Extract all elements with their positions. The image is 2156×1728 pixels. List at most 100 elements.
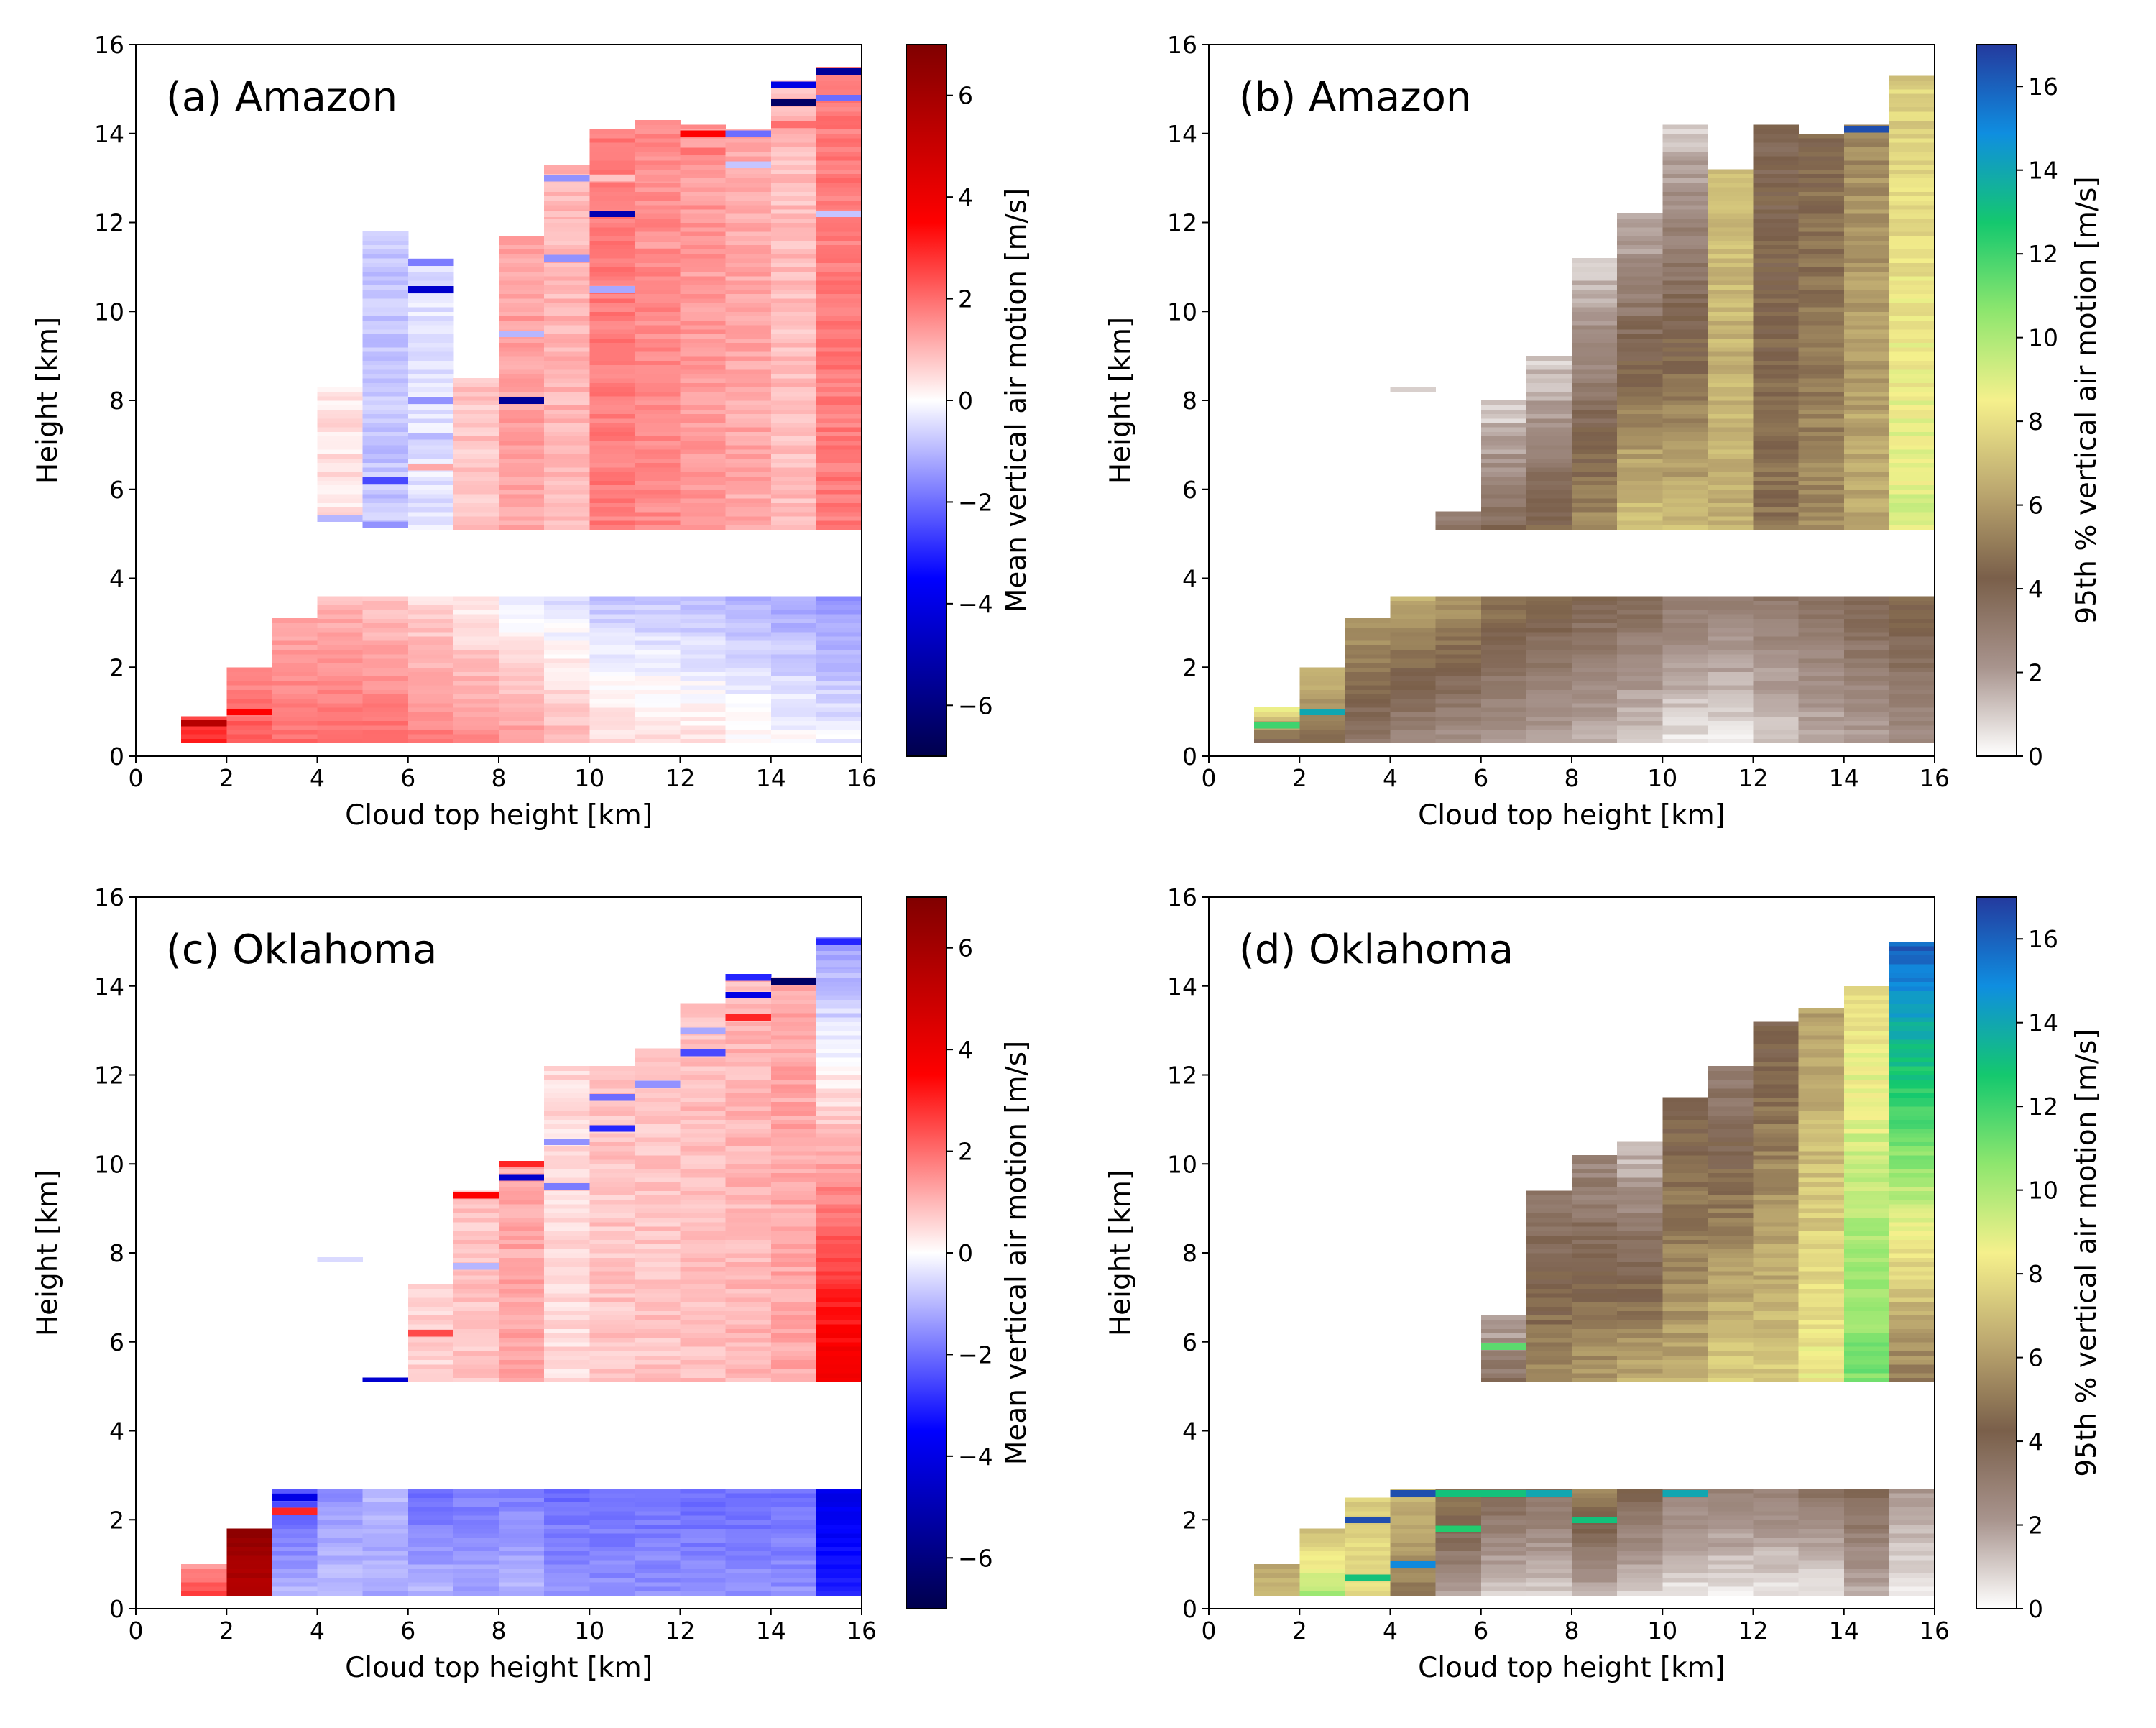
heatmap-cell bbox=[544, 422, 590, 428]
heatmap-cell bbox=[1889, 1248, 1935, 1254]
colorbar-tick-label: 10 bbox=[2028, 1177, 2058, 1205]
heatmap-cell bbox=[317, 511, 364, 517]
heatmap-cell bbox=[770, 618, 817, 623]
heatmap-cell bbox=[1708, 1199, 1754, 1205]
heatmap-cell bbox=[1753, 373, 1800, 379]
heatmap-cell bbox=[453, 622, 499, 628]
heatmap-cell bbox=[362, 1564, 409, 1569]
heatmap-cell bbox=[1708, 1203, 1754, 1209]
heatmap-cell bbox=[1889, 698, 1935, 704]
heatmap-cell bbox=[453, 1524, 499, 1530]
heatmap-cell bbox=[816, 302, 862, 308]
heatmap-cell bbox=[635, 155, 681, 161]
heatmap-cell bbox=[635, 1368, 681, 1374]
heatmap-cell bbox=[816, 1292, 862, 1298]
heatmap-cell bbox=[680, 1524, 727, 1530]
heatmap-cell bbox=[770, 667, 817, 673]
heatmap-cell bbox=[589, 1168, 635, 1174]
heatmap-cell bbox=[1843, 1044, 1890, 1049]
heatmap-cell bbox=[725, 1003, 772, 1009]
heatmap-cell bbox=[1889, 1182, 1935, 1187]
heatmap-cell bbox=[770, 298, 817, 303]
heatmap-cell bbox=[770, 1182, 817, 1187]
heatmap-cell bbox=[1572, 258, 1618, 263]
heatmap-cell bbox=[407, 1520, 454, 1525]
heatmap-cell bbox=[1708, 387, 1754, 392]
heatmap-cell bbox=[680, 725, 727, 730]
y-tick-label: 6 bbox=[109, 476, 124, 504]
heatmap-cell bbox=[635, 1226, 681, 1231]
heatmap-cell bbox=[1572, 431, 1618, 437]
heatmap-cell bbox=[1889, 1008, 1935, 1014]
heatmap-cell bbox=[1617, 346, 1663, 352]
heatmap-cell bbox=[816, 80, 862, 86]
heatmap-cell bbox=[362, 329, 409, 334]
heatmap-cell bbox=[1526, 1292, 1572, 1298]
heatmap-cell bbox=[1708, 1208, 1754, 1213]
heatmap-cell bbox=[1662, 169, 1708, 175]
heatmap-cell bbox=[770, 182, 817, 188]
heatmap-cell bbox=[635, 596, 681, 602]
heatmap-cell bbox=[725, 436, 772, 441]
heatmap-cell bbox=[1708, 1493, 1754, 1498]
heatmap-cell bbox=[1798, 1119, 1845, 1125]
heatmap-cell bbox=[680, 285, 727, 290]
heatmap-cell bbox=[1480, 694, 1527, 699]
heatmap-cell bbox=[1889, 1502, 1935, 1507]
heatmap-cell bbox=[1572, 1568, 1618, 1574]
heatmap-cell bbox=[1480, 663, 1527, 668]
heatmap-cell bbox=[1345, 1591, 1391, 1596]
heatmap-cell bbox=[1345, 1524, 1391, 1530]
heatmap-cell bbox=[1843, 324, 1890, 330]
heatmap-cell bbox=[589, 1502, 635, 1507]
heatmap-cell bbox=[1662, 707, 1708, 712]
x-tick-label: 6 bbox=[400, 1617, 415, 1645]
heatmap-cell bbox=[1480, 427, 1527, 432]
heatmap-cell bbox=[680, 244, 727, 250]
heatmap-cell bbox=[499, 640, 545, 645]
heatmap-cell bbox=[1617, 1190, 1663, 1196]
colorbar-frame bbox=[1976, 44, 2017, 757]
heatmap-cell bbox=[1617, 1364, 1663, 1369]
heatmap-cell bbox=[1480, 1573, 1527, 1578]
heatmap-cell bbox=[1843, 685, 1890, 690]
heatmap-cell bbox=[1708, 649, 1754, 655]
heatmap-cell bbox=[816, 102, 862, 108]
heatmap-cell bbox=[1798, 1235, 1845, 1241]
heatmap-cell bbox=[1345, 738, 1391, 744]
heatmap-cell bbox=[544, 1146, 590, 1152]
heatmap-cell bbox=[725, 1128, 772, 1134]
heatmap-cell bbox=[1798, 213, 1845, 219]
heatmap-cell bbox=[499, 520, 545, 525]
heatmap-cell bbox=[635, 1279, 681, 1284]
heatmap-cell bbox=[1662, 1502, 1708, 1507]
heatmap-cell bbox=[499, 1341, 545, 1347]
heatmap-cell bbox=[1662, 1164, 1708, 1169]
heatmap-cell bbox=[499, 1328, 545, 1333]
heatmap-cell bbox=[1617, 635, 1663, 641]
heatmap-cell bbox=[362, 1577, 409, 1583]
heatmap-cell bbox=[770, 1524, 817, 1530]
heatmap-cell bbox=[1345, 658, 1391, 663]
heatmap-cell bbox=[1572, 596, 1618, 602]
heatmap-cell bbox=[1889, 324, 1935, 330]
heatmap-cell bbox=[1572, 427, 1618, 432]
heatmap-cell bbox=[1708, 1346, 1754, 1351]
heatmap-cell bbox=[1526, 1359, 1572, 1365]
heatmap-cell bbox=[1662, 400, 1708, 405]
heatmap-cell bbox=[453, 418, 499, 423]
heatmap-cell bbox=[1662, 1546, 1708, 1552]
heatmap-cell bbox=[1708, 622, 1754, 628]
heatmap-cell bbox=[1662, 155, 1708, 161]
heatmap-cell bbox=[453, 476, 499, 481]
heatmap-cell bbox=[1708, 1515, 1754, 1520]
heatmap-cell bbox=[635, 1310, 681, 1316]
heatmap-cell bbox=[1889, 1168, 1935, 1174]
heatmap-cell bbox=[1889, 1217, 1935, 1223]
heatmap-cell bbox=[1843, 738, 1890, 744]
heatmap-cell bbox=[1753, 1274, 1800, 1280]
heatmap-cell bbox=[1889, 373, 1935, 379]
heatmap-cell bbox=[1843, 507, 1890, 513]
heatmap-cell bbox=[1708, 356, 1754, 361]
heatmap-cell bbox=[1662, 378, 1708, 383]
